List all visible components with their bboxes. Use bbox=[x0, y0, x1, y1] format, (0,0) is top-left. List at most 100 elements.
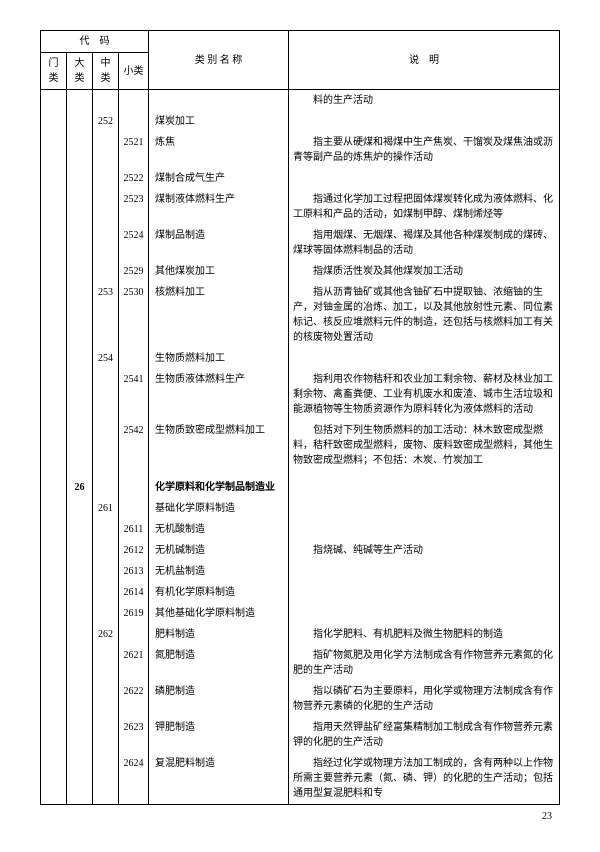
header-da: 大类 bbox=[67, 53, 93, 90]
cell-name: 煤制品制造 bbox=[149, 225, 289, 261]
cell-name: 煤炭加工 bbox=[149, 111, 289, 132]
cell-men bbox=[41, 369, 67, 420]
cell-name: 生物质燃料加工 bbox=[149, 348, 289, 369]
cell-da bbox=[67, 189, 93, 225]
cell-xiao: 2521 bbox=[119, 132, 149, 168]
cell-da: 26 bbox=[67, 477, 93, 498]
cell-zhong bbox=[93, 261, 119, 282]
cell-name: 其他基础化学原料制造 bbox=[149, 603, 289, 624]
cell-men bbox=[41, 477, 67, 498]
cell-desc: 指利用农作物秸秆和农业加工剩余物、薪材及林业加工剩余物、禽畜粪便、工业有机废水和… bbox=[289, 369, 560, 420]
cell-men bbox=[41, 189, 67, 225]
header-desc: 说 明 bbox=[289, 31, 560, 90]
cell-xiao: 2614 bbox=[119, 582, 149, 603]
cell-da bbox=[67, 111, 93, 132]
cell-da bbox=[67, 681, 93, 717]
cell-desc: 指烧碱、纯碱等生产活动 bbox=[289, 540, 560, 561]
cell-men bbox=[41, 582, 67, 603]
cell-men bbox=[41, 132, 67, 168]
cell-men bbox=[41, 111, 67, 132]
cell-xiao: 2522 bbox=[119, 168, 149, 189]
cell-name: 氮肥制造 bbox=[149, 645, 289, 681]
cell-men bbox=[41, 282, 67, 348]
cell-da bbox=[67, 369, 93, 420]
cell-xiao: 2613 bbox=[119, 561, 149, 582]
cell-name: 复混肥料制造 bbox=[149, 753, 289, 805]
page-number: 23 bbox=[40, 811, 560, 822]
cell-xiao bbox=[119, 111, 149, 132]
header-xiao: 小类 bbox=[119, 53, 149, 90]
cell-zhong bbox=[93, 420, 119, 471]
cell-xiao: 2611 bbox=[119, 519, 149, 540]
cell-name: 钾肥制造 bbox=[149, 717, 289, 753]
cell-xiao: 2612 bbox=[119, 540, 149, 561]
cell-zhong bbox=[93, 753, 119, 805]
cell-desc: 料的生产活动 bbox=[289, 90, 560, 112]
cell-zhong bbox=[93, 369, 119, 420]
cell-name: 生物质液体燃料生产 bbox=[149, 369, 289, 420]
cell-desc bbox=[289, 603, 560, 624]
cell-da bbox=[67, 540, 93, 561]
cell-zhong: 254 bbox=[93, 348, 119, 369]
cell-desc: 指通过化学加工过程把固体煤炭转化成为液体燃料、化工原料和产品的活动，如煤制甲醇、… bbox=[289, 189, 560, 225]
cell-men bbox=[41, 420, 67, 471]
cell-desc bbox=[289, 561, 560, 582]
cell-da bbox=[67, 132, 93, 168]
cell-men bbox=[41, 90, 67, 112]
cell-desc: 包括对下列生物质燃料的加工活动：林木致密成型燃料，秸秆致密成型燃料，废物、废料致… bbox=[289, 420, 560, 471]
cell-zhong bbox=[93, 717, 119, 753]
cell-zhong bbox=[93, 189, 119, 225]
header-name: 类 别 名 称 bbox=[149, 31, 289, 90]
cell-men bbox=[41, 540, 67, 561]
cell-desc: 指用天然钾盐矿经富集精制加工制成含有作物营养元素钾的化肥的生产活动 bbox=[289, 717, 560, 753]
table-header: 代 码 类 别 名 称 说 明 门类 大类 中类 小类 bbox=[41, 31, 560, 90]
cell-xiao bbox=[119, 348, 149, 369]
header-men: 门类 bbox=[41, 53, 67, 90]
cell-men bbox=[41, 753, 67, 805]
cell-xiao: 2621 bbox=[119, 645, 149, 681]
cell-xiao: 2541 bbox=[119, 369, 149, 420]
cell-da bbox=[67, 561, 93, 582]
cell-zhong bbox=[93, 225, 119, 261]
cell-xiao: 2542 bbox=[119, 420, 149, 471]
cell-men bbox=[41, 168, 67, 189]
cell-men bbox=[41, 561, 67, 582]
cell-name bbox=[149, 90, 289, 112]
cell-da bbox=[67, 645, 93, 681]
cell-zhong bbox=[93, 540, 119, 561]
cell-name: 无机盐制造 bbox=[149, 561, 289, 582]
cell-name: 无机碱制造 bbox=[149, 540, 289, 561]
cell-zhong bbox=[93, 90, 119, 112]
header-zhong: 中类 bbox=[93, 53, 119, 90]
cell-xiao: 2622 bbox=[119, 681, 149, 717]
cell-name: 煤制合成气生产 bbox=[149, 168, 289, 189]
cell-name: 基础化学原料制造 bbox=[149, 498, 289, 519]
cell-zhong bbox=[93, 519, 119, 540]
cell-da bbox=[67, 348, 93, 369]
cell-da bbox=[67, 582, 93, 603]
cell-da bbox=[67, 717, 93, 753]
cell-xiao bbox=[119, 477, 149, 498]
cell-name: 煤制液体燃料生产 bbox=[149, 189, 289, 225]
cell-xiao bbox=[119, 498, 149, 519]
cell-xiao: 2524 bbox=[119, 225, 149, 261]
cell-desc: 指从沥青铀矿或其他含铀矿石中提取铀、浓缩铀的生产，对铀金属的冶炼、加工，以及其他… bbox=[289, 282, 560, 348]
cell-desc: 指主要从硬煤和褐煤中生产焦炭、干馏炭及煤焦油或沥青等副产品的炼焦炉的操作活动 bbox=[289, 132, 560, 168]
cell-xiao: 2619 bbox=[119, 603, 149, 624]
cell-men bbox=[41, 681, 67, 717]
cell-desc: 指用烟煤、无烟煤、褐煤及其他各种煤炭制成的煤砖、煤球等固体燃料制品的活动 bbox=[289, 225, 560, 261]
cell-name: 化学原料和化学制品制造业 bbox=[149, 477, 289, 498]
classification-table: 代 码 类 别 名 称 说 明 门类 大类 中类 小类 料的生产活动252煤炭加… bbox=[40, 30, 560, 805]
cell-zhong bbox=[93, 645, 119, 681]
cell-zhong: 261 bbox=[93, 498, 119, 519]
cell-xiao: 2529 bbox=[119, 261, 149, 282]
cell-xiao bbox=[119, 624, 149, 645]
header-code-group: 代 码 bbox=[41, 31, 149, 53]
cell-men bbox=[41, 498, 67, 519]
cell-desc bbox=[289, 582, 560, 603]
cell-men bbox=[41, 519, 67, 540]
cell-xiao: 2523 bbox=[119, 189, 149, 225]
cell-desc: 指经过化学或物理方法加工制成的，含有两种以上作物所需主要营养元素（氮、磷、钾）的… bbox=[289, 753, 560, 805]
cell-zhong bbox=[93, 561, 119, 582]
cell-desc bbox=[289, 111, 560, 132]
